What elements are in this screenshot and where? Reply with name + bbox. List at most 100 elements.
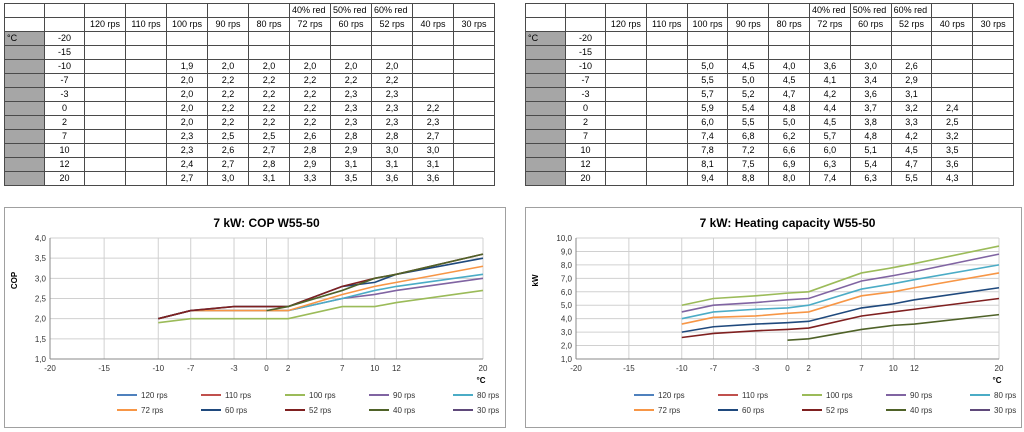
corner-cell: [525, 17, 566, 32]
reduction-header: [412, 3, 454, 18]
value-cell: [972, 31, 1014, 46]
rps-header: 40 rps: [412, 17, 454, 32]
value-cell: [605, 157, 647, 172]
temperature-cell: 12: [44, 157, 85, 172]
value-cell: 2,2: [248, 87, 290, 102]
y-tick-label: 7,0: [561, 274, 573, 283]
y-tick-label: 4,0: [561, 315, 573, 324]
value-cell: [412, 59, 454, 74]
temperature-cell: 0: [44, 101, 85, 116]
value-cell: [645, 31, 688, 46]
temperature-cell: -3: [565, 87, 606, 102]
legend-label: 80 rps: [477, 391, 499, 400]
value-cell: 2,2: [412, 101, 454, 116]
value-cell: 7,5: [727, 157, 770, 172]
value-cell: 5,0: [768, 115, 810, 130]
value-cell: 3,2: [931, 129, 974, 144]
temperature-cell: -20: [565, 31, 606, 46]
rps-header: 40 rps: [931, 17, 974, 32]
legend-label: 100 rps: [309, 391, 336, 400]
legend-label: 52 rps: [309, 406, 331, 415]
value-cell: [453, 59, 495, 74]
value-cell: [84, 59, 126, 74]
value-cell: [289, 31, 331, 46]
value-cell: [808, 45, 851, 60]
value-cell: 2,6: [890, 59, 933, 74]
value-cell: 2,8: [289, 143, 331, 158]
value-cell: 2,3: [166, 129, 208, 144]
value-cell: [412, 31, 454, 46]
legend-label: 110 rps: [225, 391, 251, 400]
header-row-rps: 120 rps 110 rps 100 rps 90 rps 80 rps 72 rps 6…: [4, 17, 495, 32]
cop-table: 40% red 50% red 60% red 120 rps 110 rps 100 r…: [4, 3, 495, 186]
value-cell: [248, 45, 290, 60]
value-cell: [412, 87, 454, 102]
y-tick-label: 1,5: [35, 335, 47, 344]
y-tick-label: 3,5: [35, 254, 47, 263]
value-cell: [453, 101, 495, 116]
value-cell: [972, 101, 1014, 116]
value-cell: 2,9: [330, 143, 372, 158]
value-cell: [605, 115, 647, 130]
value-cell: 6,2: [768, 129, 810, 144]
rps-header: 52 rps: [890, 17, 933, 32]
series-line: [158, 253, 484, 320]
corner-cell: [44, 17, 85, 32]
value-cell: 6,3: [808, 157, 851, 172]
value-cell: [972, 73, 1014, 88]
temperature-cell: 10: [44, 143, 85, 158]
temperature-cell: -20: [44, 31, 85, 46]
value-cell: 2,6: [207, 143, 249, 158]
y-tick-label: 2,0: [35, 315, 47, 324]
value-cell: [972, 115, 1014, 130]
value-cell: 5,7: [808, 129, 851, 144]
unit-label: °C: [4, 31, 45, 46]
y-tick-label: 1,0: [561, 355, 573, 364]
value-cell: [453, 143, 495, 158]
x-tick-label: 10: [889, 364, 898, 373]
value-cell: [972, 171, 1014, 186]
table-row: 12 2,4 2,7 2,8 2,9 3,1 3,1 3,1: [4, 157, 495, 172]
x-tick-label: 20: [995, 364, 1004, 373]
value-cell: [453, 129, 495, 144]
value-cell: 3,1: [890, 87, 933, 102]
value-cell: [972, 129, 1014, 144]
corner-cell: [565, 17, 606, 32]
value-cell: 3,0: [412, 143, 454, 158]
reduction-header: 50% red: [330, 3, 372, 18]
series-line: [266, 253, 484, 312]
gray-cell: [4, 59, 45, 74]
x-axis-label: °C: [993, 376, 1002, 385]
value-cell: [645, 59, 688, 74]
rps-header: 120 rps: [605, 17, 647, 32]
value-cell: [645, 171, 688, 186]
reduction-header: [727, 3, 770, 18]
value-cell: 2,7: [248, 143, 290, 158]
value-cell: 4,2: [808, 87, 851, 102]
y-tick-label: 3,0: [35, 274, 47, 283]
value-cell: 4,3: [931, 171, 974, 186]
value-cell: [125, 101, 167, 116]
temperature-cell: -15: [565, 45, 606, 60]
value-cell: [605, 31, 647, 46]
value-cell: 5,2: [727, 87, 770, 102]
temperature-cell: -7: [44, 73, 85, 88]
value-cell: 2,7: [412, 129, 454, 144]
table-row: -7 5,5 5,0 4,5 4,1 3,4 2,9: [525, 73, 1014, 88]
value-cell: 3,1: [371, 157, 413, 172]
legend-label: 72 rps: [141, 406, 163, 415]
legend-label: 30 rps: [994, 406, 1016, 415]
value-cell: [453, 171, 495, 186]
capacity-chart: 7 kW: Heating capacity W55-50 1,0 2,0 3,0 4,…: [525, 207, 1022, 428]
rps-header: 90 rps: [207, 17, 249, 32]
value-cell: [125, 31, 167, 46]
value-cell: 6,8: [727, 129, 770, 144]
gray-cell: [525, 101, 566, 116]
value-cell: 4,5: [768, 73, 810, 88]
value-cell: [207, 31, 249, 46]
x-tick-label: -15: [623, 364, 635, 373]
value-cell: [890, 45, 933, 60]
value-cell: [166, 45, 208, 60]
gray-cell: [525, 73, 566, 88]
value-cell: [84, 157, 126, 172]
